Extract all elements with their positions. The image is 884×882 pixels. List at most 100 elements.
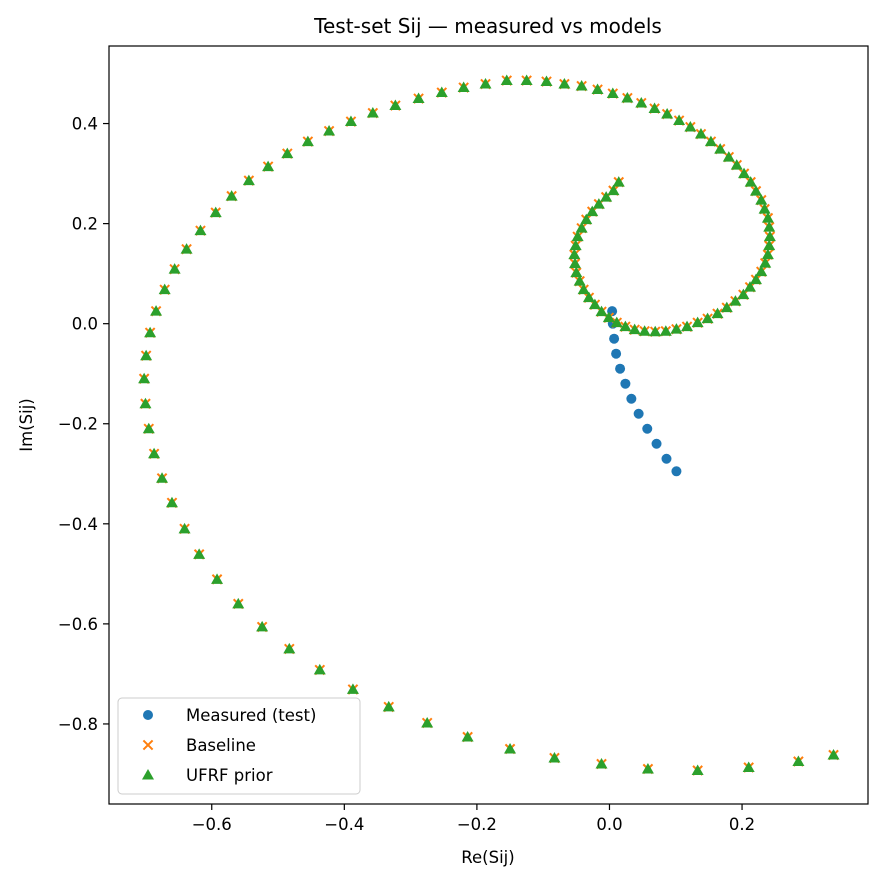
x-tick-label: 0.2 — [729, 815, 755, 834]
data-point — [323, 125, 336, 136]
data-point — [761, 248, 774, 260]
data-point — [612, 176, 625, 187]
data-point — [262, 160, 275, 172]
data-point — [225, 190, 238, 201]
data-point — [569, 239, 582, 251]
data-point — [457, 81, 470, 93]
data-point — [694, 128, 707, 139]
data-point — [281, 147, 294, 159]
data-point — [621, 92, 634, 103]
data-point — [651, 438, 662, 449]
data-point — [479, 78, 492, 89]
legend-box — [117, 697, 361, 795]
data-point — [628, 323, 641, 335]
data-point — [659, 325, 672, 336]
series-2 — [138, 74, 840, 775]
data-point — [704, 135, 717, 147]
data-point — [635, 97, 648, 108]
legend-marker-0 — [143, 710, 153, 720]
data-point — [232, 597, 245, 609]
x-tick-label: −0.2 — [457, 815, 497, 834]
legend-label-1: Baseline — [186, 736, 256, 755]
data-point — [571, 230, 584, 242]
data-point — [140, 349, 153, 361]
data-point — [283, 642, 296, 654]
data-point — [606, 87, 619, 99]
data-point — [412, 92, 425, 104]
data-point — [758, 203, 771, 214]
data-point — [139, 397, 152, 409]
chart-title: Test-set Sij — measured vs models — [313, 14, 662, 38]
data-point — [540, 75, 553, 87]
data-point — [156, 472, 169, 483]
data-point — [366, 107, 379, 118]
data-point — [500, 74, 513, 86]
data-point — [761, 212, 774, 223]
data-point — [569, 257, 582, 269]
y-tick-label: −0.8 — [58, 715, 98, 734]
data-point — [313, 663, 326, 675]
data-point — [661, 453, 672, 464]
plot-area — [108, 45, 869, 805]
data-point — [595, 305, 608, 317]
plot-frame — [108, 45, 869, 805]
data-point — [520, 74, 533, 86]
data-point — [344, 115, 357, 127]
data-point — [607, 184, 620, 196]
data-point — [165, 496, 178, 508]
y-tick-label: −0.4 — [58, 515, 98, 534]
data-point — [722, 151, 735, 162]
data-point — [720, 301, 733, 313]
data-point — [648, 102, 661, 114]
data-point — [691, 764, 704, 775]
data-point — [673, 114, 686, 126]
data-point — [209, 206, 222, 218]
data-point — [577, 283, 590, 295]
data-point — [435, 86, 448, 98]
data-point — [573, 275, 586, 286]
data-point — [827, 748, 840, 760]
data-point — [548, 751, 561, 763]
data-point — [575, 222, 588, 233]
data-point — [738, 167, 751, 179]
data-point — [568, 248, 581, 260]
data-point — [144, 326, 157, 338]
legend-marker-2 — [142, 769, 154, 780]
legend-label-2: UFRF prior — [186, 766, 273, 785]
data-point — [301, 135, 314, 147]
data-point — [211, 573, 224, 584]
data-point — [193, 548, 206, 559]
data-point — [642, 423, 653, 434]
data-point — [591, 83, 604, 95]
data-point — [670, 323, 683, 334]
data-point — [570, 266, 583, 278]
data-point — [649, 325, 662, 337]
data-point — [671, 466, 682, 477]
data-point — [168, 263, 181, 274]
data-point — [638, 325, 651, 336]
data-point — [701, 312, 714, 324]
data-point — [742, 761, 755, 772]
data-point — [730, 159, 743, 170]
data-point — [580, 213, 593, 225]
data-point — [600, 191, 613, 202]
data-point — [586, 205, 599, 217]
y-tick-label: 0.4 — [72, 115, 98, 134]
legend: Measured (test) Baseline UFRF prior — [117, 697, 361, 795]
x-tick-label: −0.4 — [324, 815, 364, 834]
data-point — [626, 393, 637, 404]
data-point — [749, 185, 762, 196]
y-axis-title: Im(Sij) — [17, 398, 36, 451]
data-point — [619, 320, 632, 332]
data-point — [681, 320, 694, 332]
data-point — [592, 198, 605, 209]
data-point — [609, 333, 620, 344]
data-point — [346, 683, 359, 694]
x-axis: −0.6 −0.4 −0.2 0.0 0.2 — [192, 804, 755, 834]
data-point — [389, 99, 402, 111]
legend-marker-1 — [142, 739, 154, 751]
legend-label-0: Measured (test) — [186, 706, 316, 725]
y-tick-label: −0.6 — [58, 615, 98, 634]
data-point — [148, 447, 161, 459]
